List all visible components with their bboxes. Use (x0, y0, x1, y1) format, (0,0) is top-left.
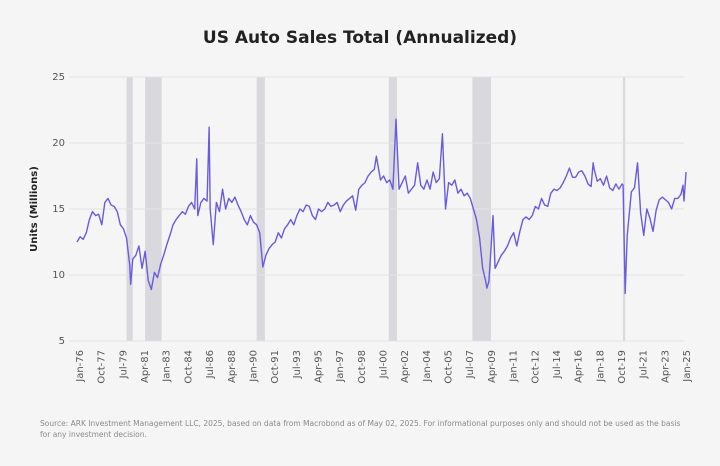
x-tick-label: Apr-16 (574, 350, 585, 383)
x-tick-label: Oct-98 (357, 350, 368, 384)
x-tick-label: Jan-90 (248, 350, 259, 383)
x-tick-label: Jan-97 (335, 350, 346, 383)
x-tick-label: Oct-84 (183, 350, 194, 384)
y-tick-label: 15 (52, 204, 65, 215)
x-tick-label: Apr-88 (227, 350, 238, 383)
y-tick-label: 10 (52, 270, 65, 281)
x-tick-label: Jul-79 (118, 350, 129, 379)
x-tick-label: Jul-07 (465, 350, 476, 379)
x-tick-label: Apr-09 (487, 350, 498, 383)
x-tick-label: Jan-76 (75, 350, 86, 383)
x-tick-label: Oct-05 (444, 350, 455, 384)
x-tick-label: Apr-02 (400, 350, 411, 383)
y-axis-label: Units (Millions) (29, 166, 40, 252)
x-tick-label: Jul-00 (379, 350, 390, 379)
x-tick-label: Oct-12 (530, 350, 541, 384)
x-tick-label: Jul-86 (205, 350, 216, 379)
y-tick-label: 20 (52, 138, 65, 149)
data-line (76, 118, 687, 295)
x-tick-label: Oct-91 (270, 350, 281, 384)
x-tick-label: Jan-11 (509, 350, 520, 383)
x-tick-label: Jan-25 (682, 350, 693, 383)
x-tick-label: Jan-18 (595, 350, 606, 383)
x-tick-label: Apr-23 (660, 350, 671, 383)
x-tick-label: Jan-83 (162, 350, 173, 383)
y-tick-label: 5 (59, 336, 65, 347)
chart-title: US Auto Sales Total (Annualized) (203, 28, 517, 48)
source-note: Source: ARK Investment Management LLC, 2… (40, 419, 681, 439)
x-tick-label: Oct-19 (617, 350, 628, 384)
x-tick-label: Jul-14 (552, 350, 563, 379)
x-tick-label: Oct-77 (97, 350, 108, 384)
y-tick-label: 25 (52, 72, 65, 83)
x-tick-label: Apr-81 (140, 350, 151, 383)
x-tick-label: Jul-21 (639, 350, 650, 379)
x-tick-label: Jan-04 (422, 350, 433, 383)
x-tick-label: Apr-95 (313, 350, 324, 383)
x-tick-label: Jul-93 (292, 350, 303, 379)
